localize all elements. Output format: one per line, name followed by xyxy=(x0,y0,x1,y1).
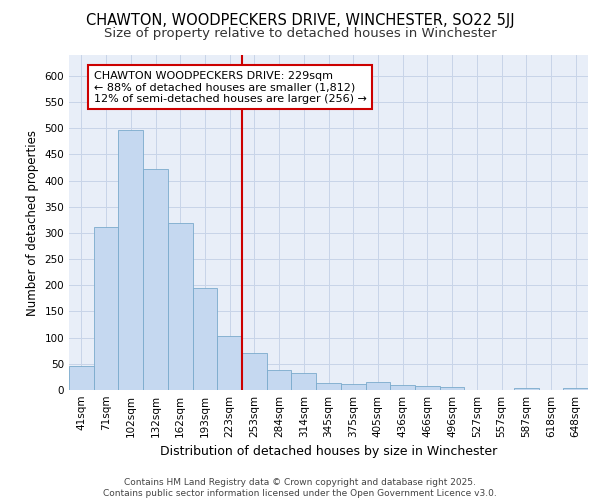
Bar xyxy=(365,382,390,390)
Bar xyxy=(514,388,539,390)
Text: Size of property relative to detached houses in Winchester: Size of property relative to detached ho… xyxy=(104,28,496,40)
Bar xyxy=(267,370,292,390)
Bar xyxy=(143,168,168,390)
Bar xyxy=(69,366,94,390)
Text: Contains HM Land Registry data © Crown copyright and database right 2025.
Contai: Contains HM Land Registry data © Crown c… xyxy=(103,478,497,498)
Bar xyxy=(168,223,193,390)
X-axis label: Distribution of detached houses by size in Winchester: Distribution of detached houses by size … xyxy=(160,446,497,458)
Text: CHAWTON, WOODPECKERS DRIVE, WINCHESTER, SO22 5JJ: CHAWTON, WOODPECKERS DRIVE, WINCHESTER, … xyxy=(86,12,514,28)
Bar xyxy=(316,383,341,390)
Text: CHAWTON WOODPECKERS DRIVE: 229sqm
← 88% of detached houses are smaller (1,812)
1: CHAWTON WOODPECKERS DRIVE: 229sqm ← 88% … xyxy=(94,70,367,104)
Bar xyxy=(440,388,464,390)
Bar xyxy=(292,372,316,390)
Bar xyxy=(563,388,588,390)
Bar xyxy=(193,288,217,390)
Bar xyxy=(94,226,118,390)
Bar xyxy=(217,336,242,390)
Bar xyxy=(118,130,143,390)
Bar xyxy=(415,386,440,390)
Bar xyxy=(390,385,415,390)
Bar xyxy=(341,384,365,390)
Bar xyxy=(242,354,267,390)
Y-axis label: Number of detached properties: Number of detached properties xyxy=(26,130,39,316)
